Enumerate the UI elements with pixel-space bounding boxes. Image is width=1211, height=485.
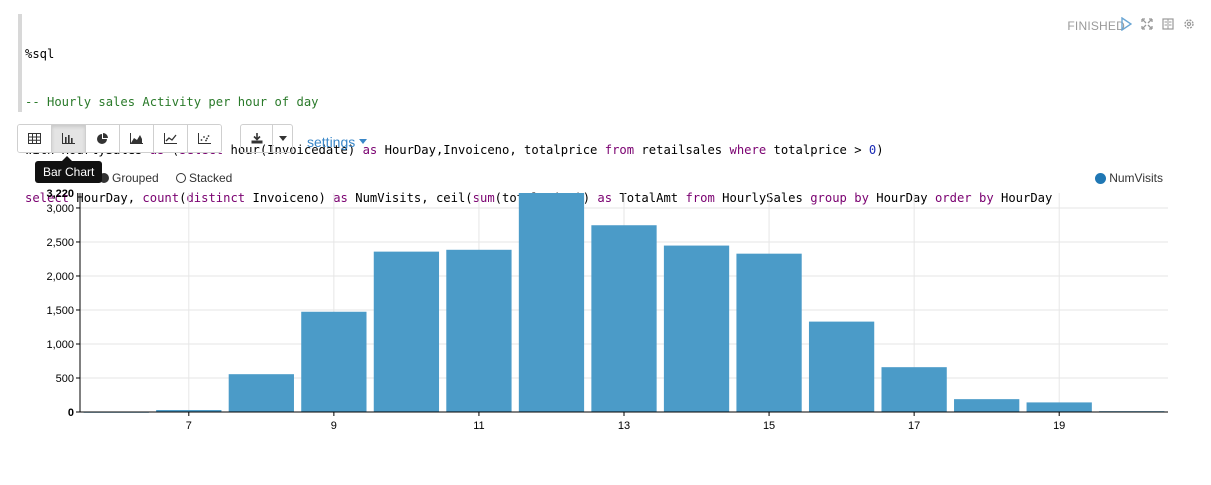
code-token: TotalAmt bbox=[612, 191, 686, 205]
bar-13 bbox=[591, 225, 657, 412]
line-chart-icon bbox=[164, 133, 177, 144]
caret-down-icon bbox=[359, 139, 368, 144]
code-token: HourDay,Invoiceno, totalprice bbox=[377, 143, 605, 157]
area-chart-view-button[interactable] bbox=[120, 125, 154, 152]
bar-chart-view-button[interactable] bbox=[52, 125, 86, 152]
code-token: 0 bbox=[868, 143, 877, 157]
code-token: totalprice > bbox=[766, 143, 869, 157]
y-tick-label: 3,000 bbox=[46, 203, 74, 215]
x-tick-label: 17 bbox=[908, 420, 920, 432]
x-tick-label: 9 bbox=[331, 420, 337, 432]
sql-editor[interactable]: %sql -- Hourly sales Activity per hour o… bbox=[18, 14, 1065, 205]
code-token: as bbox=[362, 143, 378, 157]
code-token: as bbox=[333, 191, 348, 205]
bar-chart: 0 500 1,000 1,500 2,000 2,500 3,000 3,220 7 9 11 13… bbox=[46, 188, 1168, 432]
table-view-button[interactable] bbox=[18, 125, 52, 152]
x-tick-label: 7 bbox=[186, 420, 192, 432]
code-line-1: %sql bbox=[25, 47, 55, 61]
code-token: HourDay bbox=[868, 191, 935, 205]
bar-8 bbox=[228, 374, 294, 412]
bar-19 bbox=[1026, 402, 1092, 412]
scatter-chart-icon bbox=[198, 133, 211, 144]
code-token: sum bbox=[472, 191, 495, 205]
y-tick-label: 1,000 bbox=[46, 339, 74, 351]
legend-dot[interactable] bbox=[1095, 172, 1107, 184]
chart-legend[interactable]: NumVisits bbox=[1095, 171, 1163, 185]
code-token: as bbox=[597, 191, 613, 205]
code-token: count bbox=[142, 191, 180, 205]
settings-label: settings bbox=[307, 133, 356, 150]
gear-icon[interactable] bbox=[1183, 17, 1195, 31]
line-chart-view-button[interactable] bbox=[154, 125, 188, 152]
bar-16 bbox=[808, 321, 875, 412]
code-token: retailsales bbox=[634, 143, 730, 157]
y-tick-label: 2,000 bbox=[46, 271, 74, 283]
code-line-4: select HourDay, count(distinct Invoiceno… bbox=[25, 190, 1065, 206]
bar-18 bbox=[954, 399, 1020, 412]
y-tick-label: 1,500 bbox=[46, 305, 74, 317]
bar-10 bbox=[373, 251, 440, 412]
pie-chart-icon bbox=[97, 132, 108, 144]
y-tick-label: 2,500 bbox=[46, 237, 74, 249]
bar-7 bbox=[156, 410, 222, 412]
pie-chart-view-button[interactable] bbox=[86, 125, 120, 152]
stacked-option[interactable]: Stacked bbox=[176, 171, 232, 185]
book-icon[interactable] bbox=[1162, 17, 1174, 31]
expand-icon[interactable] bbox=[1141, 17, 1153, 31]
grouped-label: Grouped bbox=[112, 171, 159, 185]
bar-14 bbox=[663, 245, 730, 412]
download-icon bbox=[251, 133, 262, 144]
download-group bbox=[240, 124, 293, 153]
settings-dropdown[interactable]: settings bbox=[307, 130, 368, 153]
caret-down-icon bbox=[278, 136, 287, 141]
bar-17 bbox=[881, 367, 947, 412]
status-label: FINISHED bbox=[1067, 19, 1125, 33]
run-icon[interactable] bbox=[1120, 16, 1133, 32]
bar-11 bbox=[446, 249, 512, 412]
code-token: ( bbox=[179, 191, 187, 205]
x-tick-label: 13 bbox=[618, 420, 630, 432]
code-token: order by bbox=[934, 191, 994, 205]
table-icon bbox=[28, 133, 41, 144]
x-tick-label: 19 bbox=[1053, 420, 1065, 432]
tooltip: Bar Chart bbox=[35, 156, 103, 183]
legend-label: NumVisits bbox=[1109, 171, 1163, 185]
x-tick-label: 11 bbox=[473, 420, 484, 432]
visualization-toolbar: settings bbox=[17, 124, 368, 153]
code-token: HourlySales bbox=[714, 191, 811, 205]
view-switcher bbox=[17, 124, 222, 153]
area-chart-icon bbox=[130, 133, 143, 144]
download-options-button[interactable] bbox=[273, 125, 292, 152]
code-token: where bbox=[729, 143, 767, 157]
x-tick-label: 15 bbox=[763, 420, 775, 432]
code-token: distinct bbox=[186, 191, 246, 205]
y-tick-label: 0 bbox=[68, 407, 74, 419]
stacked-radio[interactable] bbox=[176, 173, 186, 183]
y-tick-label: 500 bbox=[56, 373, 74, 385]
code-line-2: -- Hourly sales Activity per hour of day bbox=[25, 95, 319, 109]
download-button[interactable] bbox=[241, 125, 273, 152]
code-token: HourDay, bbox=[69, 191, 143, 205]
bar-9 bbox=[301, 311, 367, 412]
bar-12 bbox=[518, 193, 585, 412]
code-token: Invoiceno) bbox=[245, 191, 334, 205]
code-token: group by bbox=[810, 191, 869, 205]
code-token: from bbox=[685, 191, 715, 205]
bar-chart-icon bbox=[62, 133, 75, 144]
y-max-label: 3,220 bbox=[46, 188, 74, 200]
paragraph-controls bbox=[1120, 16, 1195, 32]
bar-15 bbox=[736, 253, 802, 412]
code-token: HourDay bbox=[993, 191, 1053, 205]
code-token: select bbox=[25, 191, 70, 205]
grouped-option[interactable]: Grouped bbox=[99, 171, 159, 185]
code-token: NumVisits, ceil( bbox=[347, 191, 473, 205]
stacked-label: Stacked bbox=[189, 171, 233, 185]
scatter-chart-view-button[interactable] bbox=[188, 125, 221, 152]
code-token: ) bbox=[876, 143, 884, 157]
code-token: from bbox=[604, 143, 635, 157]
